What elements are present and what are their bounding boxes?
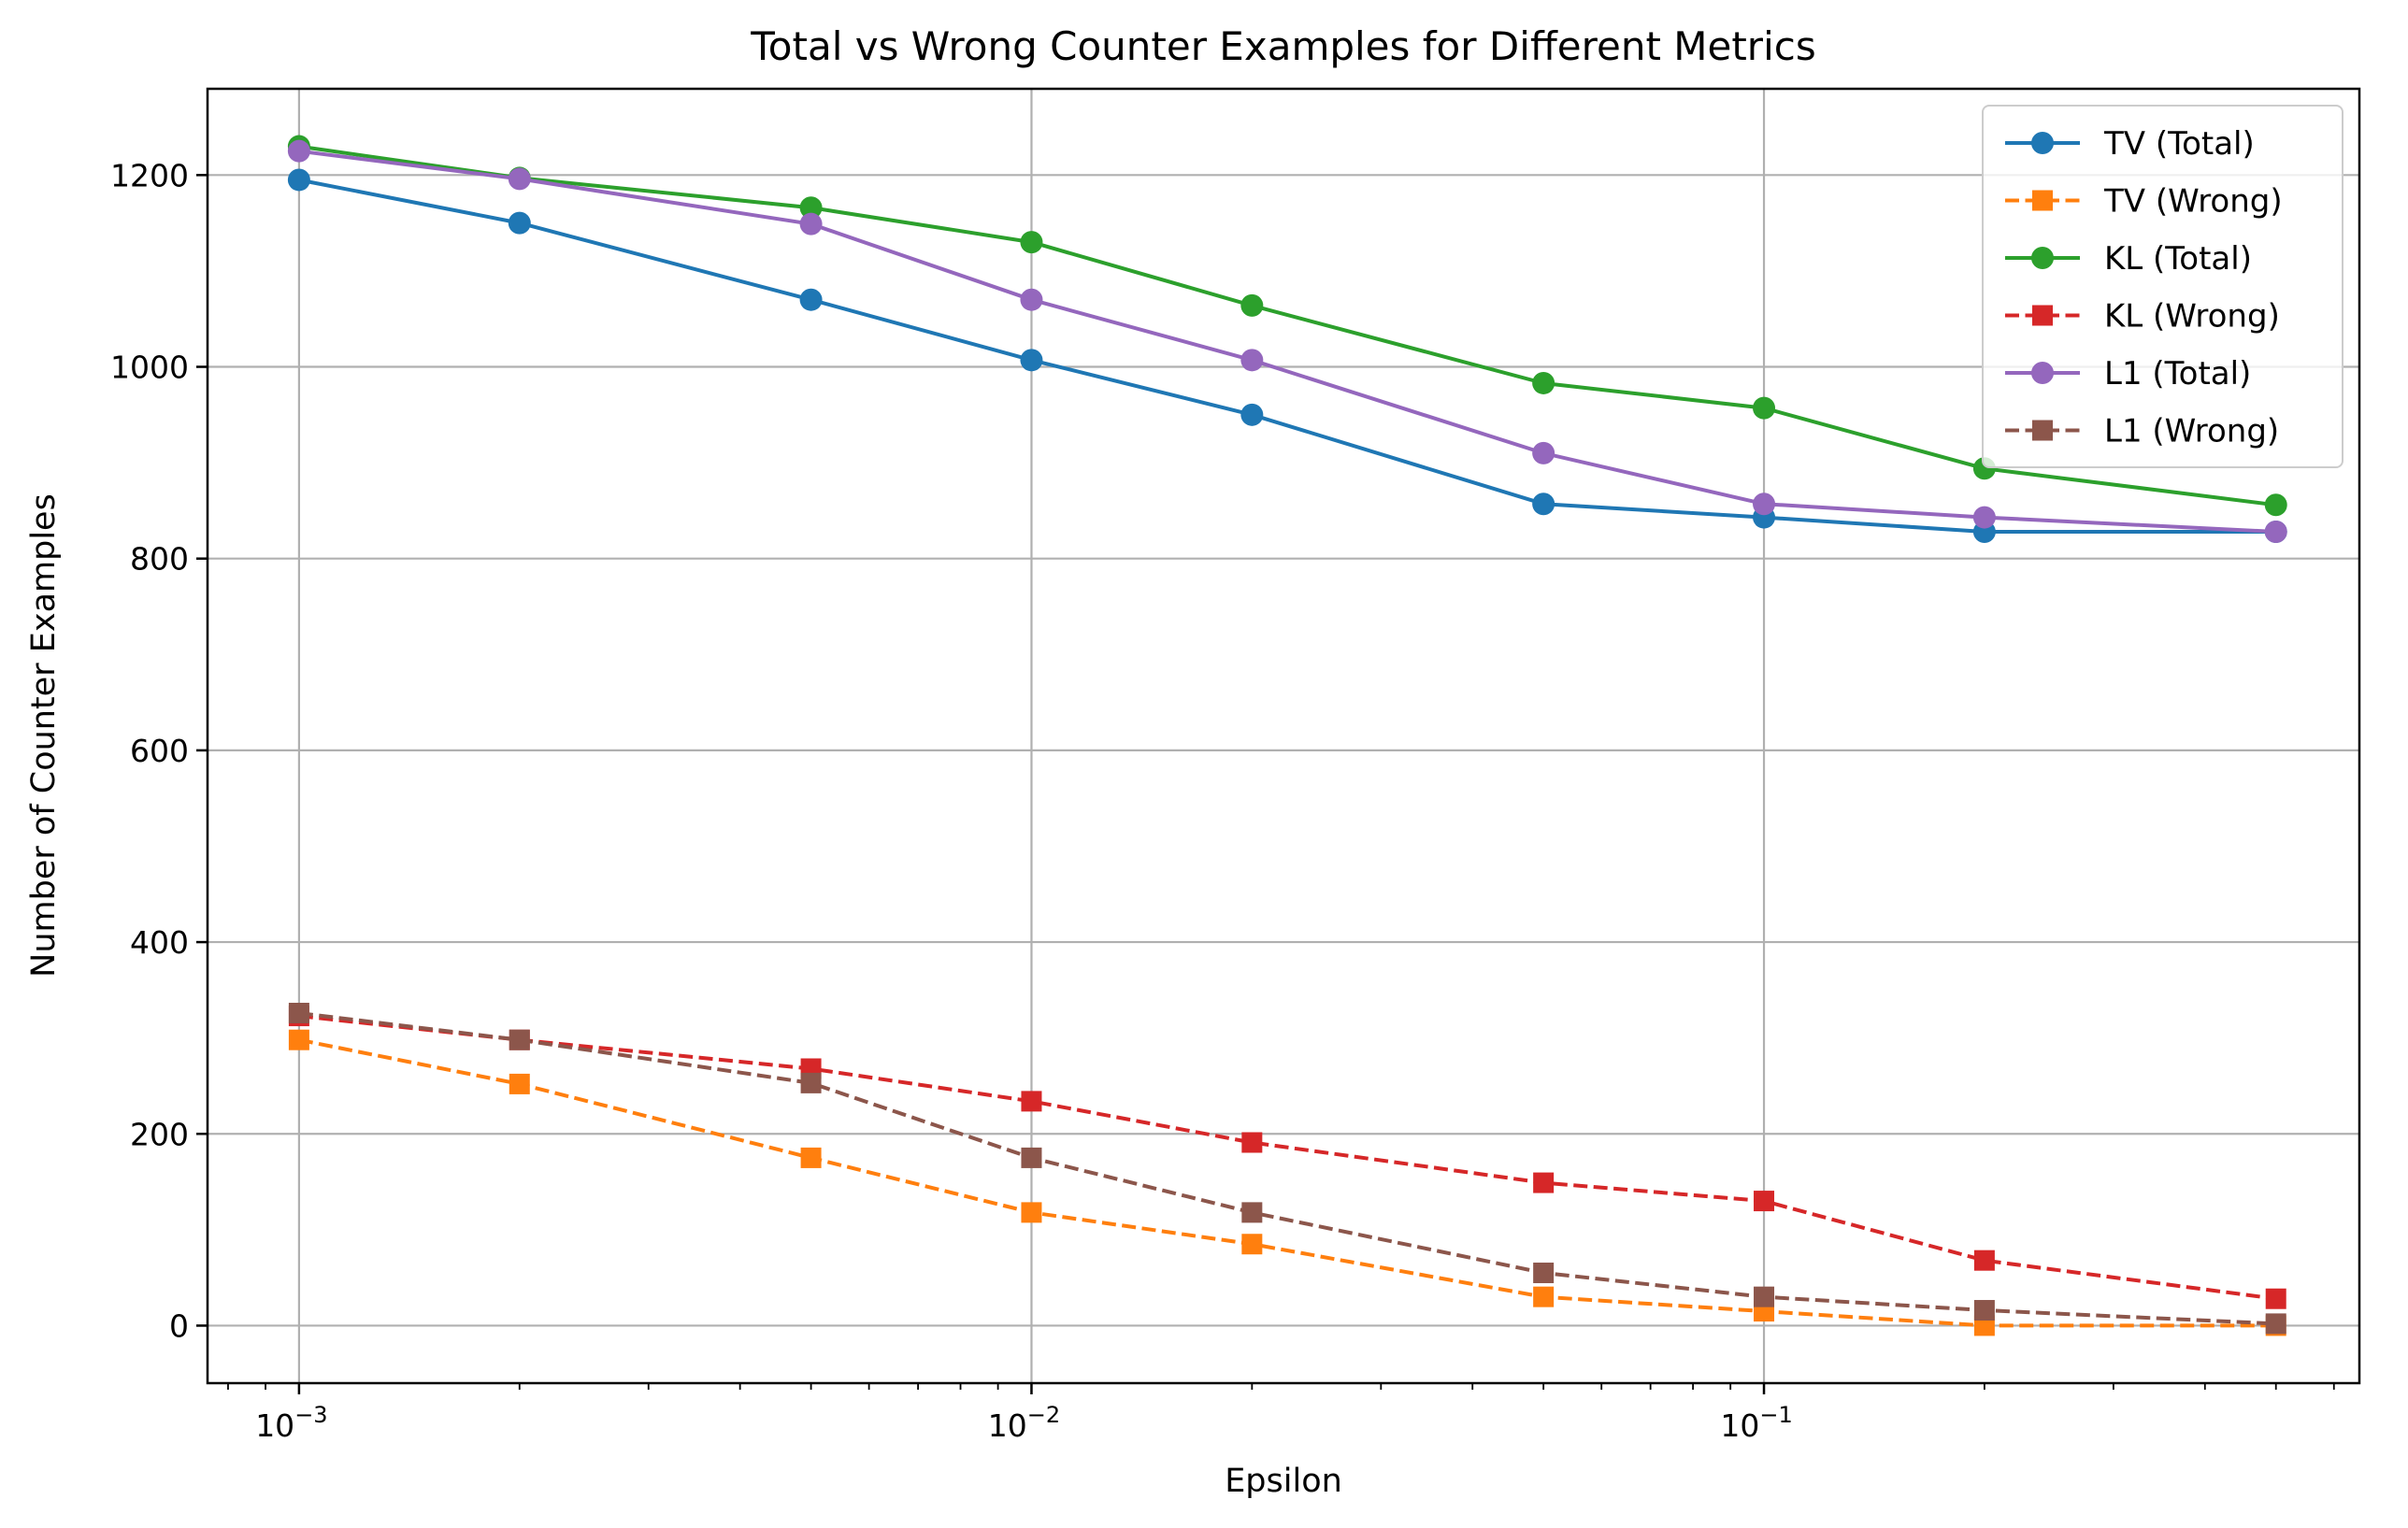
legend-marker	[2032, 190, 2053, 211]
data-point	[288, 1029, 309, 1050]
legend-marker	[2031, 132, 2054, 154]
data-point	[1973, 1300, 1995, 1321]
data-point	[509, 1029, 530, 1050]
x-axis-label: Epsilon	[1225, 1463, 1342, 1500]
y-tick-label: 1200	[110, 157, 189, 193]
data-point	[1241, 1202, 1263, 1223]
data-point	[1532, 493, 1555, 516]
data-point	[1240, 293, 1264, 317]
data-point	[2264, 493, 2287, 517]
data-point	[799, 196, 823, 220]
legend-marker	[2031, 362, 2054, 384]
data-point	[2265, 1288, 2286, 1309]
data-point	[2264, 520, 2287, 543]
data-point	[1021, 1147, 1042, 1168]
series-kl-total	[287, 135, 2287, 517]
series-line	[298, 1014, 2276, 1301]
legend-entry: KL (Total)	[2005, 240, 2252, 278]
data-point	[1972, 506, 1996, 529]
data-point	[800, 1147, 822, 1168]
data-point	[1973, 1250, 1995, 1271]
data-point	[508, 167, 531, 191]
series-l1-wrong	[288, 1002, 2286, 1335]
legend-label: KL (Wrong)	[2104, 298, 2280, 336]
data-point	[1753, 396, 1776, 420]
legend: TV (Total) TV (Wrong) KL (Total) KL (Wrong)…	[1982, 105, 2344, 468]
data-point	[1241, 1234, 1263, 1255]
data-point	[287, 139, 310, 163]
data-point	[1241, 1132, 1263, 1153]
y-tick-label: 200	[130, 1116, 189, 1152]
y-tick-label: 800	[130, 541, 189, 578]
x-tick-label: 10−2	[988, 1402, 1060, 1444]
data-point	[1020, 349, 1043, 372]
legend-label: TV (Wrong)	[2103, 183, 2283, 221]
y-axis-label: Number of Counter Examples	[25, 493, 63, 978]
data-point	[1532, 441, 1555, 464]
data-point	[1753, 493, 1776, 516]
data-point	[1021, 1202, 1042, 1223]
data-point	[1532, 371, 1555, 394]
legend-entry: L1 (Wrong)	[2005, 413, 2279, 450]
x-tick-label: 10−1	[1720, 1402, 1792, 1444]
data-point	[800, 1072, 822, 1093]
chart-title: Total vs Wrong Counter Examples for Diff…	[750, 23, 1815, 69]
plot-area-frame	[206, 87, 2361, 1385]
y-tick-label: 600	[130, 733, 189, 769]
legend-label: KL (Total)	[2104, 240, 2252, 278]
legend-box	[1982, 105, 2344, 468]
legend-entry: L1 (Total)	[2005, 355, 2251, 393]
legend-marker	[2032, 420, 2053, 441]
data-point	[1240, 349, 1264, 372]
y-tick-label: 1000	[110, 350, 189, 386]
y-tick-label: 0	[169, 1307, 189, 1344]
data-point	[799, 288, 823, 311]
data-point	[1533, 1263, 1555, 1284]
legend-label: L1 (Total)	[2104, 355, 2251, 393]
data-point	[509, 1073, 530, 1094]
data-point	[1020, 231, 1043, 254]
data-point	[287, 168, 310, 192]
series-l1-total	[287, 139, 2287, 543]
data-point	[1240, 403, 1264, 426]
data-point	[2265, 1313, 2286, 1335]
data-point	[799, 212, 823, 236]
legend-entry: KL (Wrong)	[2005, 298, 2280, 336]
data-point	[1533, 1286, 1555, 1307]
legend-label: TV (Total)	[2103, 125, 2255, 163]
data-point	[508, 211, 531, 235]
axis-ticks: 0 200 400 600 800 1000 1200 10−3 10−2 10−1	[110, 157, 2335, 1444]
series-layer	[287, 135, 2287, 1336]
legend-entry: TV (Total)	[2005, 125, 2255, 163]
legend-label: L1 (Wrong)	[2104, 413, 2279, 450]
data-point	[288, 1002, 309, 1023]
data-point	[1754, 1286, 1775, 1307]
data-point	[1021, 1091, 1042, 1112]
data-point	[1754, 1191, 1775, 1212]
legend-marker	[2032, 305, 2053, 326]
y-tick-label: 400	[130, 924, 189, 961]
x-tick-label: 10−3	[255, 1402, 327, 1444]
data-point	[1020, 288, 1043, 311]
data-point	[1533, 1172, 1555, 1193]
legend-entry: TV (Wrong)	[2005, 183, 2283, 221]
legend-marker	[2031, 247, 2054, 269]
